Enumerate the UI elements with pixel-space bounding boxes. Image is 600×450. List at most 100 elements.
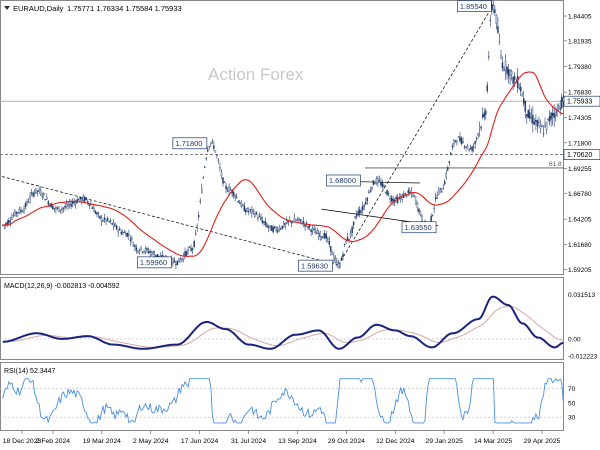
candle-body [330, 246, 332, 252]
candle-body [284, 223, 287, 225]
candle-body [352, 221, 355, 226]
candle-body [79, 196, 81, 200]
candle-body [524, 100, 526, 112]
candle-body [389, 198, 391, 200]
candle-body [112, 222, 115, 227]
y-tick-label: 1.69255 [568, 166, 592, 173]
rsi-header: RSI(14) 52.3447 [4, 368, 55, 375]
candle-body [553, 112, 555, 118]
candle-body [96, 212, 98, 215]
candle-body [251, 208, 253, 214]
candle-body [172, 258, 174, 264]
candle-body [536, 120, 539, 127]
candle-body [184, 251, 186, 256]
candle-body [471, 146, 473, 152]
candle-body [375, 178, 378, 184]
macd-header: MACD(12,26,9) -0.002813 -0.004592 [4, 283, 120, 290]
svg-text:1.70620: 1.70620 [567, 152, 592, 159]
candle-body [278, 227, 280, 230]
candle-body [100, 217, 103, 222]
candle-body [52, 205, 54, 210]
x-tick-label: 18 Dec 2023 [3, 438, 42, 445]
candle-body [141, 251, 144, 253]
candle-body [68, 201, 71, 205]
symbol-header: EURAUD,Daily [13, 4, 64, 13]
candle-body [316, 230, 318, 234]
label-jun-low: 1.59960 [137, 256, 172, 269]
candle-body [153, 254, 156, 257]
candle-body [334, 258, 337, 263]
candle-body [175, 263, 177, 265]
collapse-triangle-icon[interactable] [4, 6, 10, 10]
candle-body [213, 145, 215, 149]
candle-body [93, 207, 95, 212]
rsi-tick-label: 70 [568, 386, 576, 393]
candle-body [223, 181, 226, 183]
x-tick-label: 2 May 2024 [133, 438, 169, 445]
candle-body [258, 215, 261, 217]
candle-body [308, 225, 311, 228]
watermark: Action Forex [208, 65, 304, 84]
candle-body [541, 126, 543, 128]
candle-body [287, 221, 290, 223]
candle-body [286, 220, 288, 224]
candle-body [226, 190, 229, 192]
candle-body [15, 211, 18, 214]
candle-body [202, 177, 204, 179]
candle-body [120, 231, 122, 235]
candle-body [41, 195, 43, 197]
candle-body [472, 146, 475, 148]
candle-body [17, 212, 19, 214]
candle-body [523, 98, 525, 104]
candle-body [125, 233, 127, 237]
candle-body [149, 251, 151, 253]
candle-body [147, 251, 150, 254]
candle-body [272, 227, 274, 233]
candle-body [71, 201, 74, 204]
candle-body [243, 205, 245, 212]
candle-body [404, 192, 407, 194]
candle-body [238, 202, 241, 204]
candle-body [144, 248, 147, 252]
candle-body [58, 206, 60, 212]
candle-body [29, 195, 31, 200]
candle-body [18, 208, 21, 213]
candle-body [196, 225, 198, 229]
candle-body [307, 226, 309, 229]
candle-body [372, 180, 375, 185]
candle-body [126, 232, 129, 237]
candle-body [530, 117, 533, 119]
y-tick-label: 1.66780 [568, 191, 592, 198]
candle-body [234, 195, 236, 198]
candle-body [413, 195, 416, 197]
candle-body [264, 221, 267, 226]
candle-body [246, 208, 249, 212]
candle-body [299, 219, 302, 221]
candle-body [495, 14, 498, 25]
candle-body [374, 183, 376, 185]
candle-body [510, 70, 513, 76]
candle-body [406, 195, 408, 197]
downtrend-line [1, 176, 339, 266]
candle-body [506, 67, 508, 74]
candle-body [533, 121, 536, 125]
candle-body [448, 161, 451, 163]
x-tick-label: 19 Mar 2024 [83, 438, 121, 445]
candle-body [276, 229, 279, 232]
candle-body [317, 233, 320, 238]
candle-body [20, 210, 22, 212]
candle-body [94, 211, 97, 214]
x-tick-label: 31 Jul 2024 [231, 438, 266, 445]
candle-body [396, 197, 399, 203]
candle-body [298, 217, 300, 221]
candle-body [460, 138, 463, 145]
candle-body [362, 205, 364, 211]
candle-body [466, 145, 469, 148]
candle-body [503, 69, 505, 71]
candle-body [345, 240, 347, 244]
candle-body [87, 201, 89, 203]
candle-body [249, 209, 252, 211]
candle-body [469, 147, 472, 149]
candle-body [419, 211, 422, 216]
